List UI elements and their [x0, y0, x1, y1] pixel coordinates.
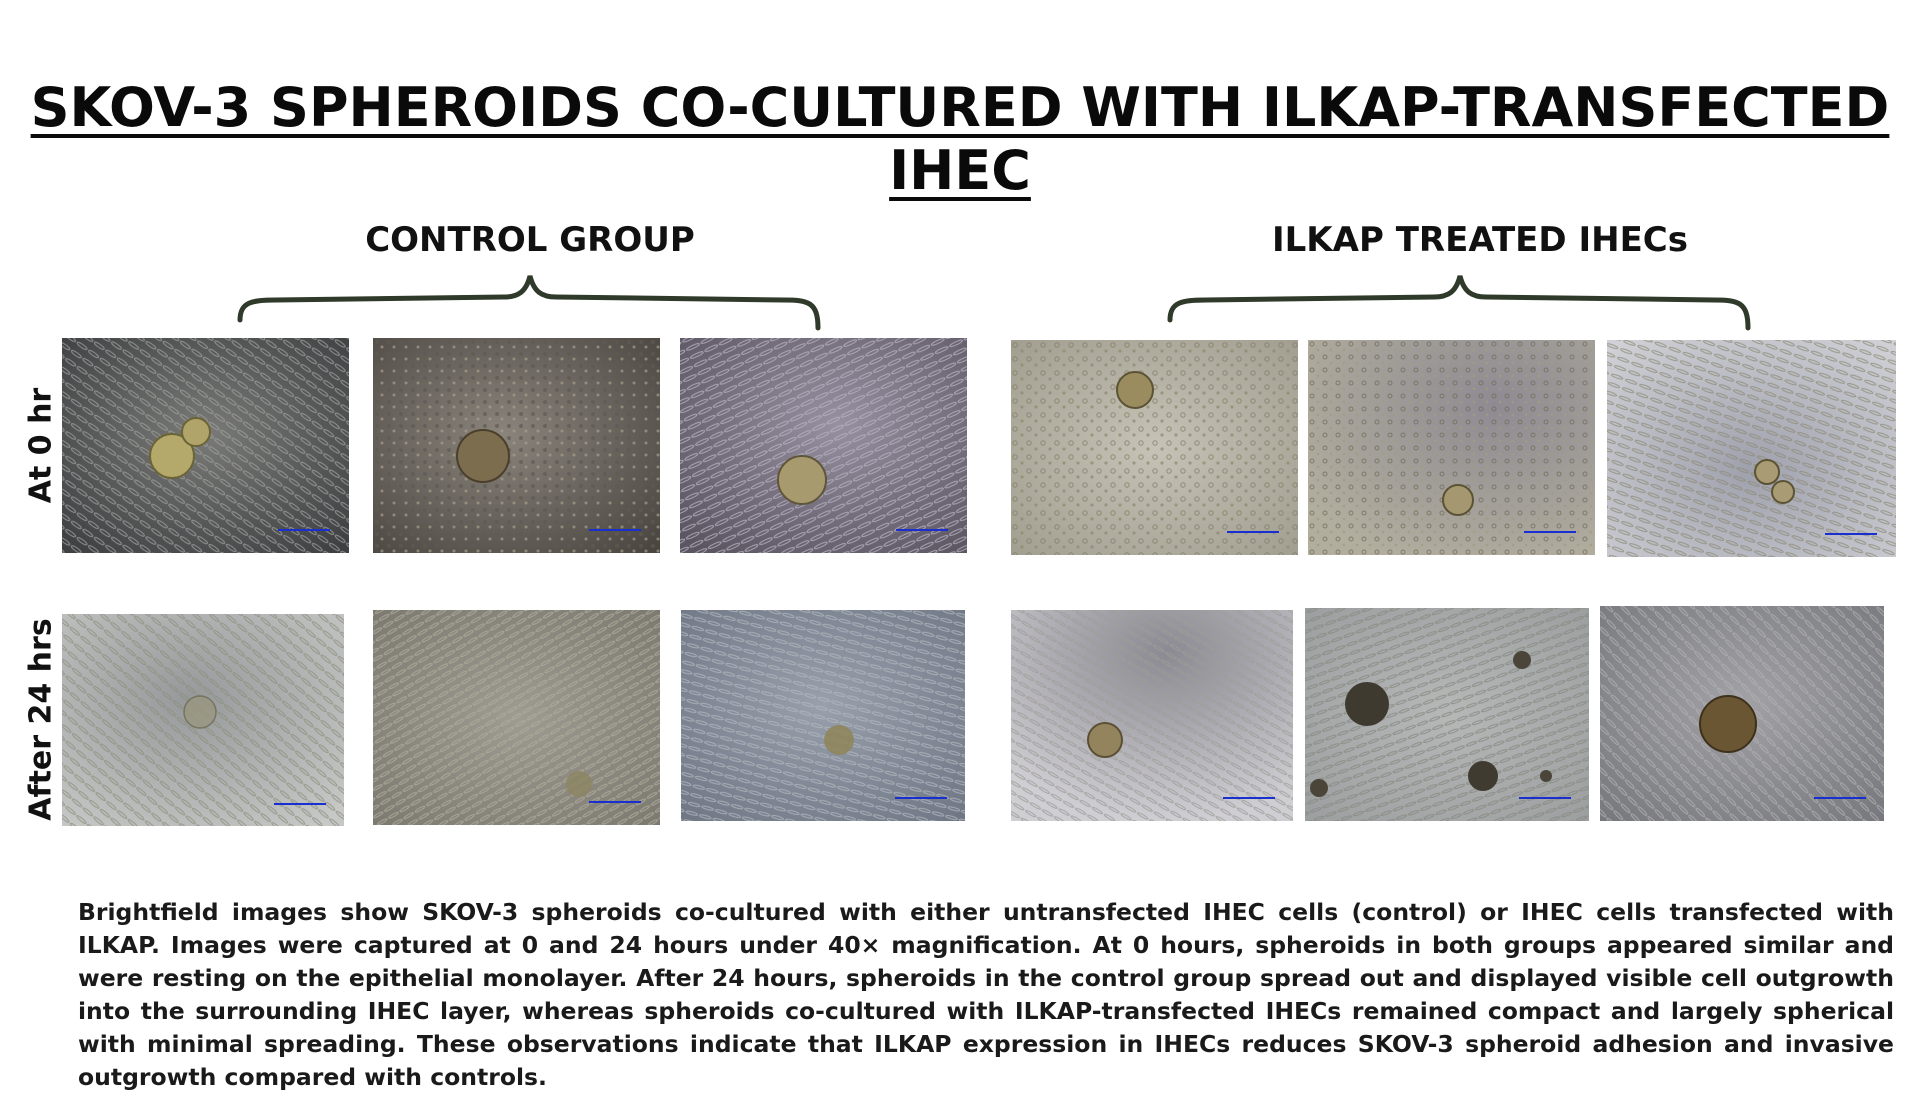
micrograph-control-0hr-3 [680, 338, 967, 553]
micrograph-control-24hrs-3 [681, 610, 965, 821]
micrograph-control-0hr-1 [62, 338, 349, 553]
micrograph-treated-0hr-3 [1607, 340, 1896, 557]
row-label-0hr: At 0 hr [23, 387, 59, 504]
micrograph-control-0hr-2 [373, 338, 660, 553]
figure-title: SKOV-3 SPHEROIDS CO-CULTURED WITH ILKAP-… [30, 76, 1890, 202]
micrograph-treated-0hr-2 [1308, 340, 1595, 555]
micrograph-treated-0hr-1 [1011, 340, 1298, 555]
micrograph-treated-24hrs-1 [1011, 610, 1293, 821]
control-group-brace [237, 275, 821, 331]
micrograph-control-24hrs-2 [373, 610, 660, 825]
micrograph-treated-24hrs-3 [1600, 606, 1884, 821]
micrograph-treated-24hrs-2 [1305, 608, 1589, 821]
treated-group-label: ILKAP TREATED IHECs [1271, 220, 1688, 260]
control-group-label: CONTROL GROUP [365, 220, 695, 260]
micrograph-control-24hrs-1 [62, 614, 344, 826]
row-label-24hrs: After 24 hrs [23, 618, 59, 821]
treated-group-brace [1167, 275, 1751, 331]
figure-caption: Brightfield images show SKOV-3 spheroids… [78, 898, 1894, 1091]
